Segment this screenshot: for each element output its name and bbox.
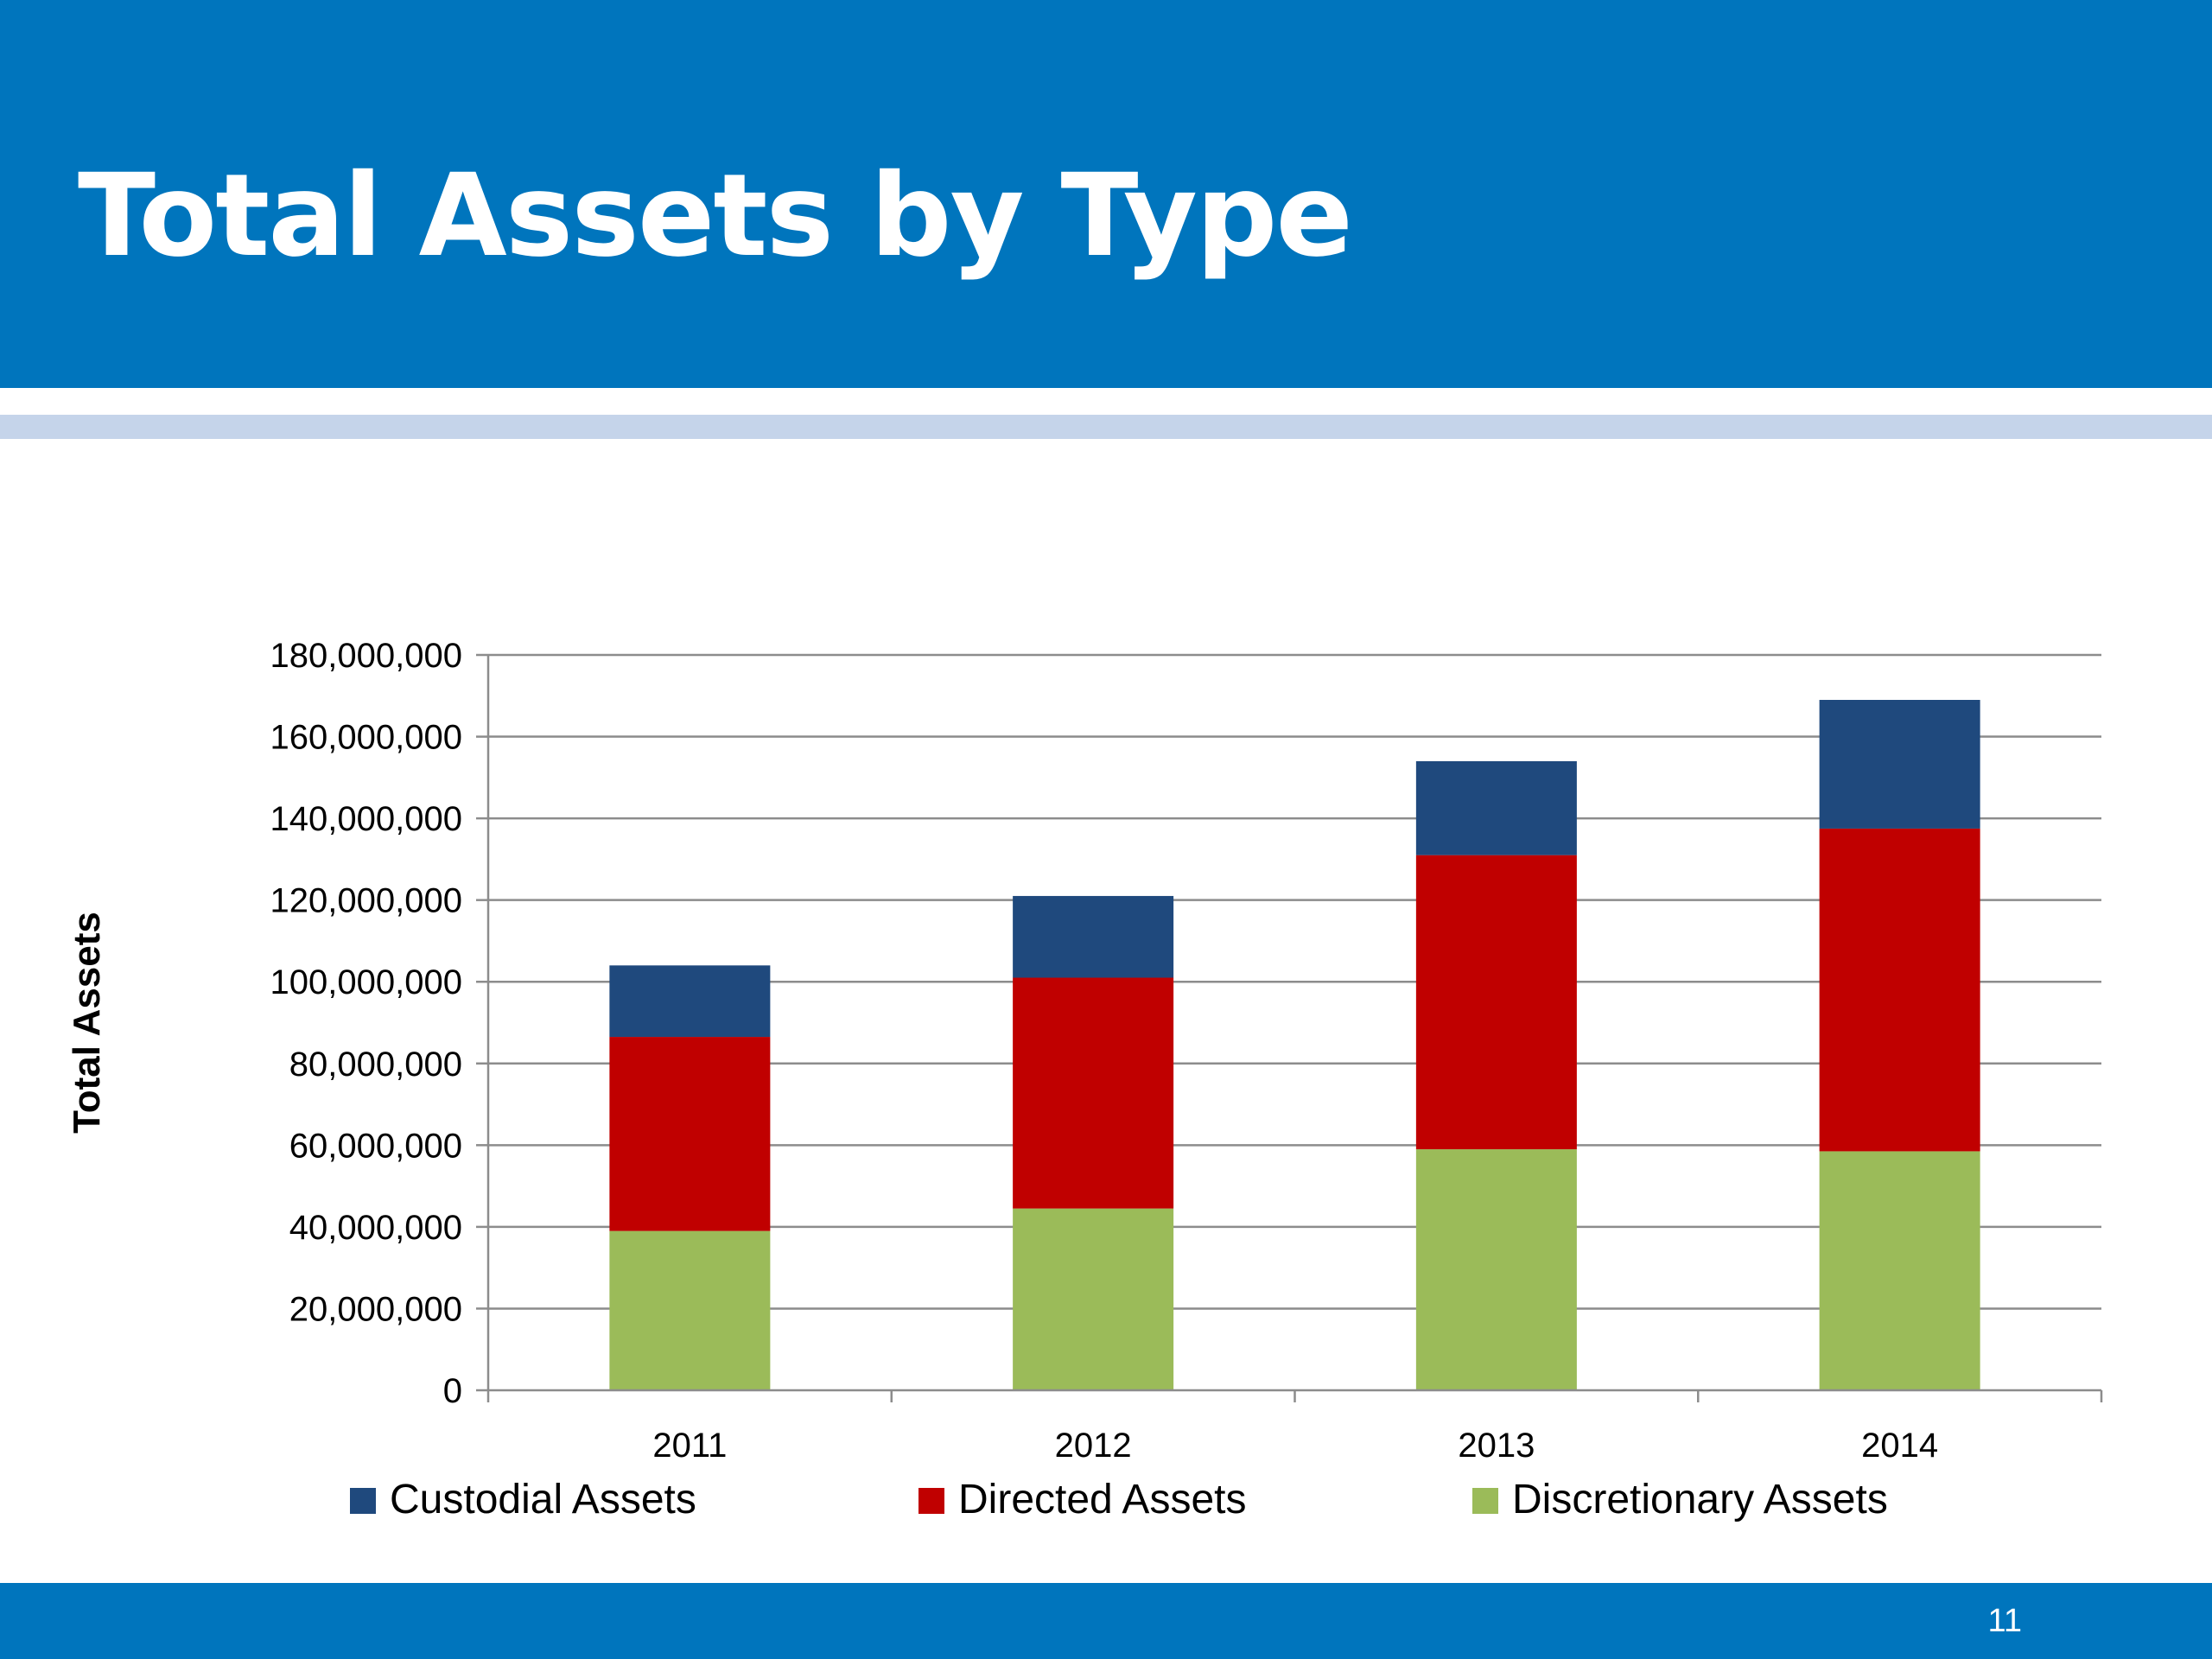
y-tick-label: 180,000,000 xyxy=(270,637,462,675)
legend-label: Directed Assets xyxy=(958,1477,1246,1522)
bar-directed-assets-2012 xyxy=(1013,977,1174,1209)
bar-discretionary-assets-2012 xyxy=(1013,1208,1174,1390)
axes xyxy=(476,653,2103,1402)
bar-custodial-assets-2011 xyxy=(609,965,771,1038)
bar-discretionary-assets-2011 xyxy=(609,1230,771,1390)
x-tick-label: 2014 xyxy=(1861,1427,1938,1465)
bars xyxy=(609,700,1980,1390)
bar-custodial-assets-2013 xyxy=(1415,760,1577,855)
y-tick-label: 160,000,000 xyxy=(270,719,462,757)
y-tick-label: 140,000,000 xyxy=(270,800,462,838)
bar-directed-assets-2011 xyxy=(609,1037,771,1231)
accent-stripe xyxy=(0,415,2212,439)
y-tick-label: 80,000,000 xyxy=(289,1046,462,1084)
bar-discretionary-assets-2014 xyxy=(1819,1151,1980,1390)
tick-labels: 0 20,000,000 40,000,000 60,000,000 80,000,00… xyxy=(270,637,1939,1465)
legend-label: Discretionary Assets xyxy=(1512,1477,1888,1522)
footer-band xyxy=(0,1583,2212,1659)
slide-number: 11 xyxy=(1987,1603,2022,1639)
stacked-bar-chart: 0 20,000,000 40,000,000 60,000,000 80,000,00… xyxy=(66,637,2103,1522)
legend-label: Custodial Assets xyxy=(390,1477,696,1522)
header-band xyxy=(0,0,2212,388)
y-tick-label: 0 xyxy=(443,1372,462,1410)
y-tick-label: 20,000,000 xyxy=(289,1290,462,1328)
y-tick-label: 60,000,000 xyxy=(289,1127,462,1165)
legend-swatch xyxy=(1472,1488,1498,1514)
legend-swatch xyxy=(350,1488,376,1514)
x-tick-label: 2011 xyxy=(652,1427,727,1465)
x-tick-label: 2012 xyxy=(1055,1427,1132,1465)
legend-swatch xyxy=(918,1488,944,1514)
legend: Custodial Assets Directed Assets Discretio… xyxy=(350,1477,1888,1522)
bar-custodial-assets-2012 xyxy=(1013,895,1174,978)
bar-discretionary-assets-2013 xyxy=(1415,1149,1577,1390)
bar-directed-assets-2014 xyxy=(1819,828,1980,1152)
slide-title: Total Assets by Type xyxy=(78,149,1353,283)
bar-custodial-assets-2014 xyxy=(1819,700,1980,829)
y-tick-label: 120,000,000 xyxy=(270,882,462,920)
y-axis-title: Total Assets xyxy=(66,912,108,1134)
bar-directed-assets-2013 xyxy=(1415,855,1577,1150)
x-tick-label: 2013 xyxy=(1458,1427,1535,1465)
y-tick-label: 40,000,000 xyxy=(289,1209,462,1247)
y-tick-label: 100,000,000 xyxy=(270,963,462,1001)
